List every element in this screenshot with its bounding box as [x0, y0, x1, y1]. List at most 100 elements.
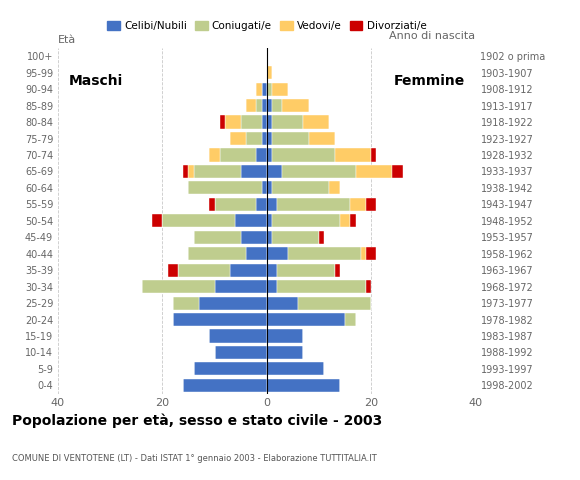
Bar	[241, 116, 262, 129]
Bar	[267, 165, 282, 178]
Bar	[267, 280, 277, 293]
Bar	[267, 313, 345, 326]
Bar	[267, 264, 277, 277]
Bar	[272, 132, 309, 145]
Bar	[277, 280, 366, 293]
Bar	[303, 116, 329, 129]
Bar	[335, 264, 340, 277]
Bar	[230, 132, 246, 145]
Legend: Celibi/Nubili, Coniugati/e, Vedovi/e, Divorziati/e: Celibi/Nubili, Coniugati/e, Vedovi/e, Di…	[103, 17, 430, 36]
Bar	[256, 148, 267, 162]
Bar	[272, 181, 329, 194]
Bar	[241, 231, 267, 244]
Bar	[356, 165, 392, 178]
Bar	[319, 231, 324, 244]
Bar	[329, 181, 340, 194]
Bar	[168, 264, 178, 277]
Bar	[267, 181, 272, 194]
Bar	[282, 165, 356, 178]
Bar	[267, 297, 298, 310]
Text: Femmine: Femmine	[394, 74, 465, 88]
Bar	[350, 214, 356, 228]
Bar	[225, 116, 241, 129]
Bar	[220, 116, 225, 129]
Bar	[267, 132, 272, 145]
Bar	[178, 264, 230, 277]
Bar	[194, 231, 241, 244]
Bar	[173, 297, 199, 310]
Bar	[246, 99, 256, 112]
Bar	[209, 329, 267, 343]
Bar	[262, 83, 267, 96]
Bar	[173, 313, 267, 326]
Bar	[267, 66, 272, 79]
Text: COMUNE DI VENTOTENE (LT) - Dati ISTAT 1° gennaio 2003 - Elaborazione TUTTITALIA.: COMUNE DI VENTOTENE (LT) - Dati ISTAT 1°…	[12, 454, 376, 463]
Text: Età: Età	[58, 35, 76, 45]
Bar	[262, 99, 267, 112]
Bar	[350, 198, 366, 211]
Bar	[188, 165, 194, 178]
Bar	[340, 214, 350, 228]
Text: Maschi: Maschi	[68, 74, 123, 88]
Bar	[188, 247, 246, 260]
Bar	[235, 214, 267, 228]
Bar	[241, 165, 267, 178]
Bar	[272, 116, 303, 129]
Bar	[267, 362, 324, 375]
Bar	[267, 148, 272, 162]
Bar	[209, 198, 215, 211]
Bar	[267, 231, 272, 244]
Bar	[267, 83, 272, 96]
Bar	[220, 148, 256, 162]
Bar	[183, 379, 267, 392]
Bar	[209, 148, 220, 162]
Bar	[277, 264, 335, 277]
Bar	[152, 214, 162, 228]
Bar	[262, 116, 267, 129]
Bar	[345, 313, 356, 326]
Bar	[215, 346, 267, 359]
Bar	[142, 280, 215, 293]
Bar	[288, 247, 361, 260]
Bar	[262, 132, 267, 145]
Bar	[272, 214, 340, 228]
Bar	[366, 280, 371, 293]
Bar	[309, 132, 335, 145]
Bar	[256, 198, 267, 211]
Bar	[371, 148, 376, 162]
Bar	[215, 280, 267, 293]
Bar	[272, 83, 288, 96]
Bar	[267, 99, 272, 112]
Bar	[298, 297, 371, 310]
Text: Popolazione per età, sesso e stato civile - 2003: Popolazione per età, sesso e stato civil…	[12, 413, 382, 428]
Bar	[272, 99, 282, 112]
Bar	[392, 165, 403, 178]
Bar	[183, 165, 188, 178]
Bar	[194, 362, 267, 375]
Bar	[194, 165, 241, 178]
Bar	[215, 198, 256, 211]
Bar	[267, 329, 303, 343]
Bar	[366, 198, 376, 211]
Bar	[277, 198, 350, 211]
Bar	[272, 148, 335, 162]
Bar	[272, 231, 319, 244]
Bar	[256, 99, 262, 112]
Bar	[282, 99, 309, 112]
Bar	[267, 198, 277, 211]
Bar	[246, 247, 267, 260]
Bar	[256, 83, 262, 96]
Bar	[162, 214, 235, 228]
Bar	[267, 379, 340, 392]
Bar	[335, 148, 371, 162]
Text: Anno di nascita: Anno di nascita	[390, 31, 476, 41]
Bar	[199, 297, 267, 310]
Bar	[262, 181, 267, 194]
Bar	[366, 247, 376, 260]
Bar	[267, 247, 288, 260]
Bar	[361, 247, 366, 260]
Bar	[246, 132, 262, 145]
Bar	[230, 264, 267, 277]
Bar	[188, 181, 262, 194]
Bar	[267, 346, 303, 359]
